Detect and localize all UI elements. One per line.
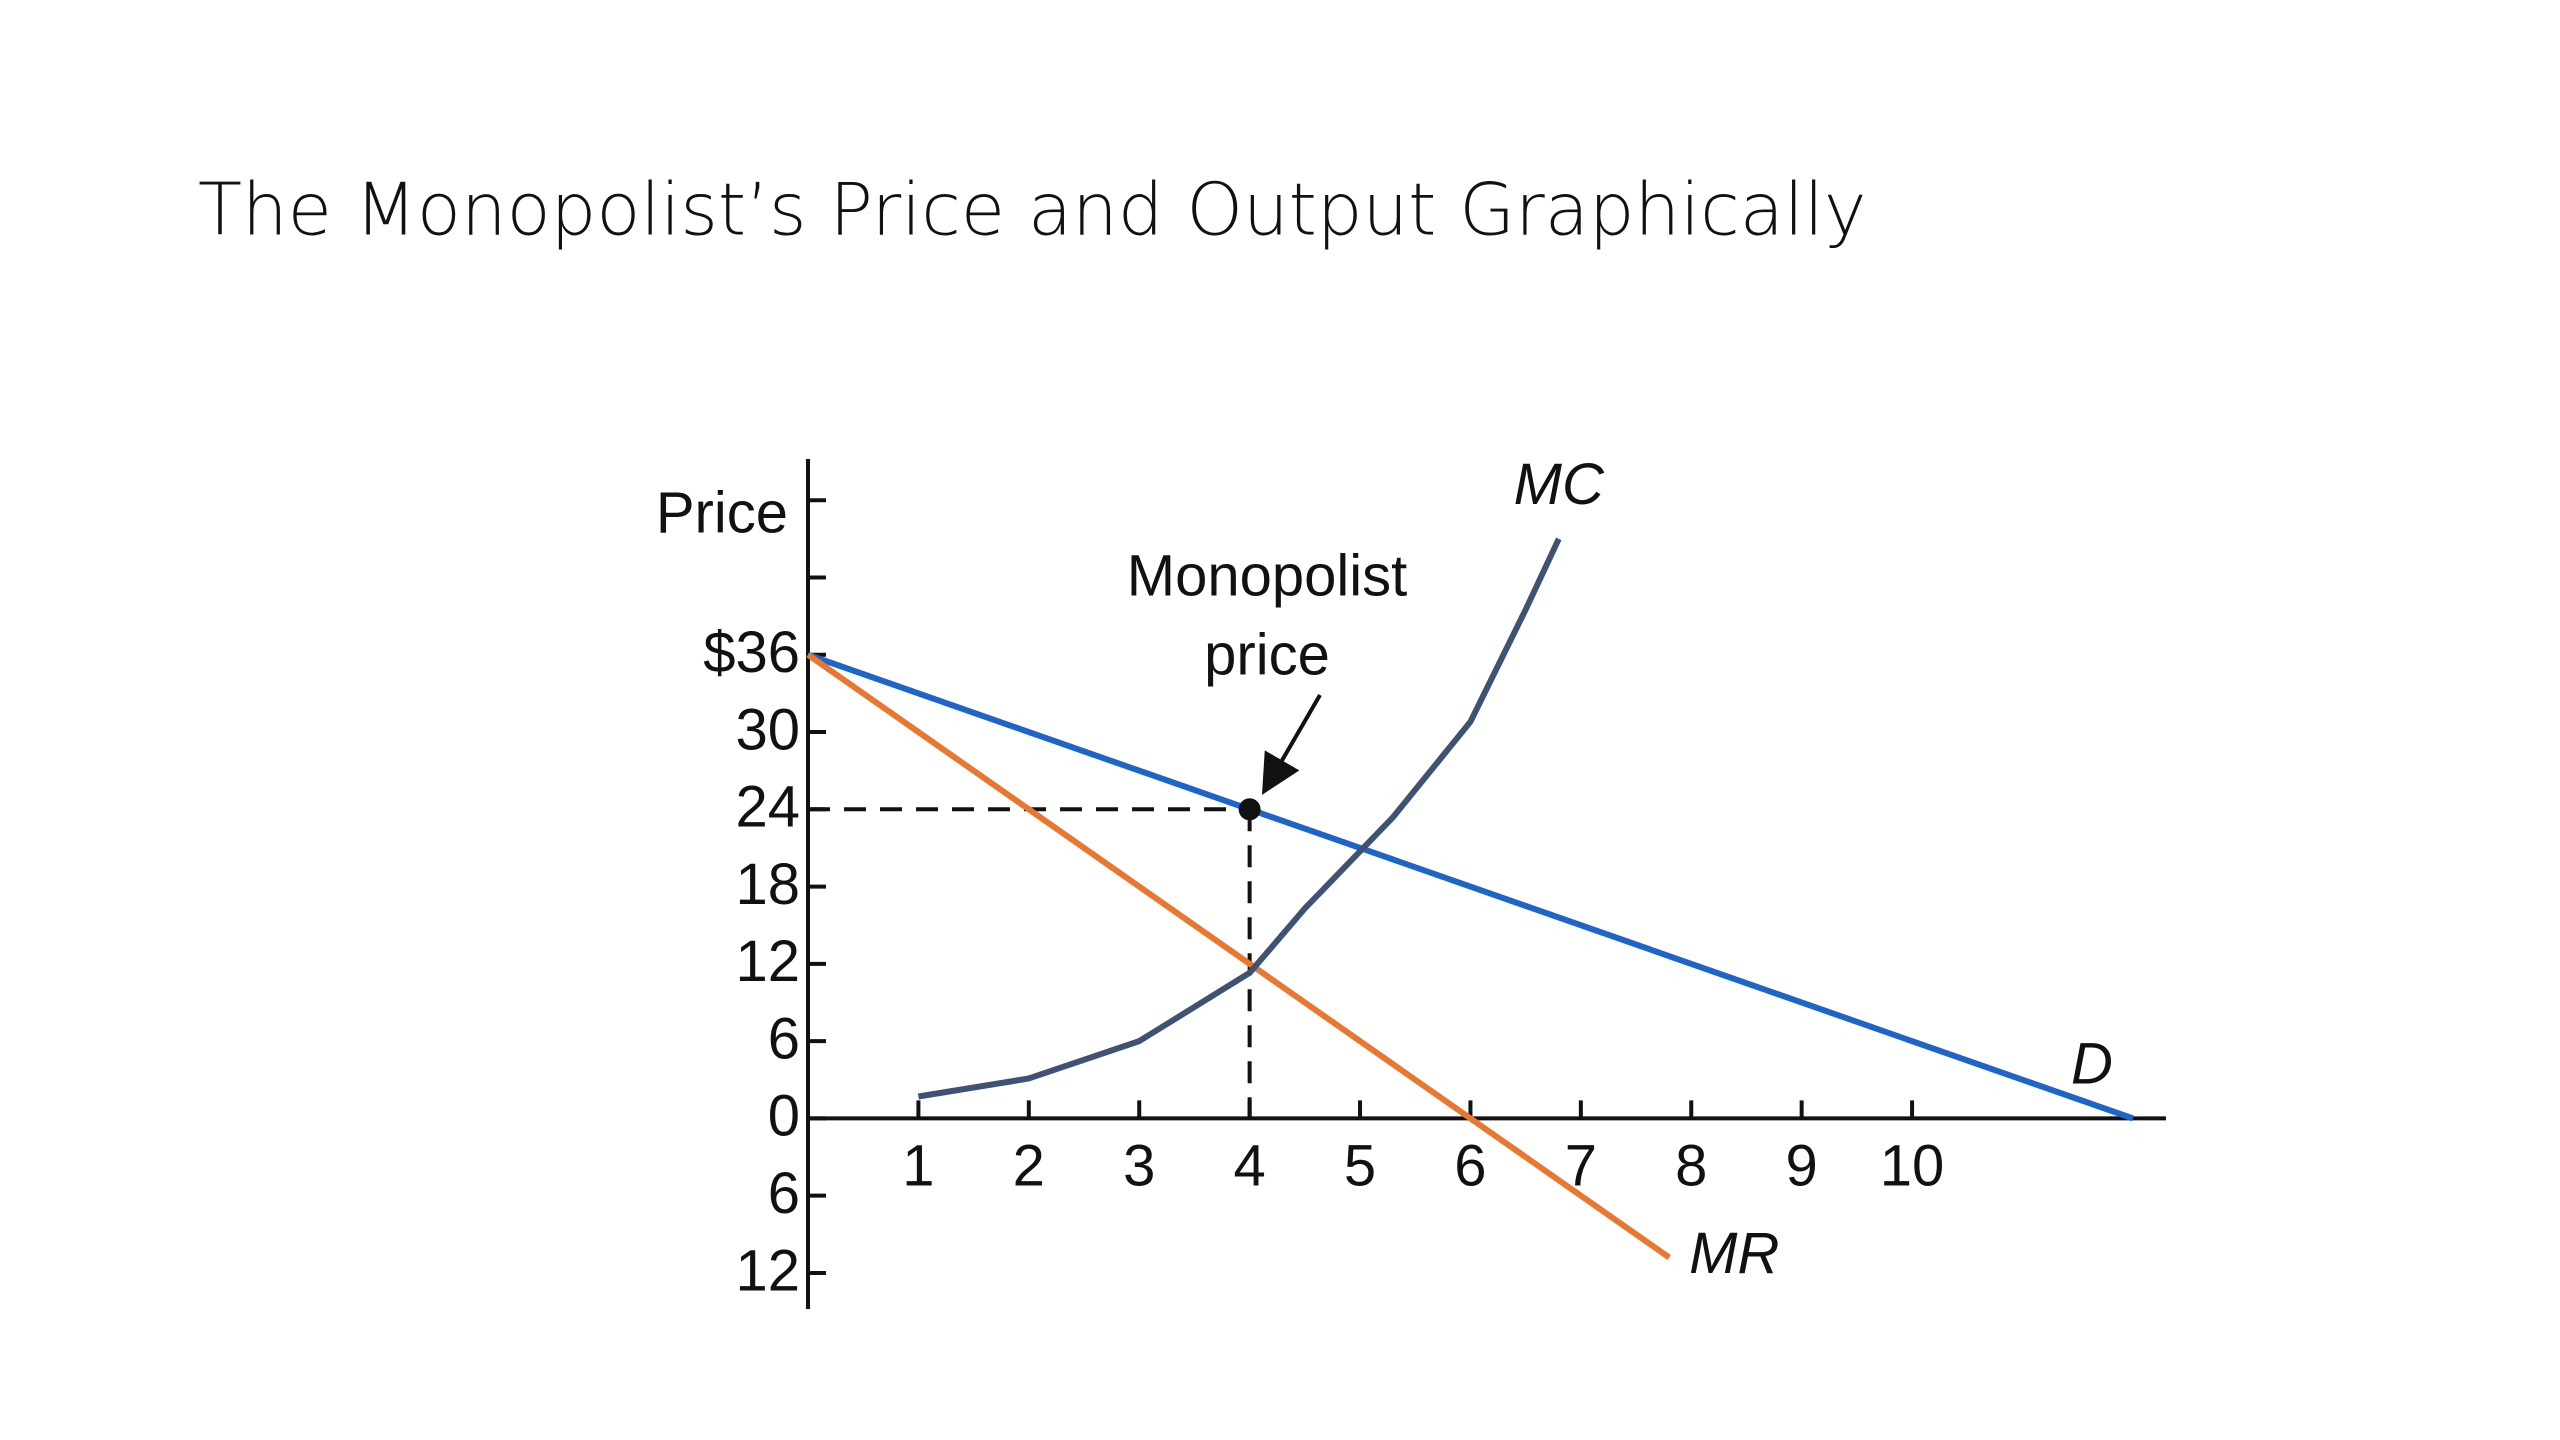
x-tick-label: 4: [1233, 1134, 1265, 1199]
series-line: [917, 537, 1562, 1100]
y-tick-label: 0: [768, 1084, 800, 1149]
x-tick-label: 5: [1344, 1134, 1376, 1199]
y-tick-label: $36: [703, 620, 800, 685]
series-line: [807, 651, 2134, 1122]
y-tick-label: 30: [735, 697, 800, 762]
x-tick-label: 2: [1013, 1134, 1045, 1199]
slide-title: The Monopolist’s Price and Output Graphi…: [198, 168, 1866, 252]
series-label: MC: [1514, 452, 1605, 517]
y-tick-label: 12: [735, 1238, 800, 1303]
y-tick-label: 18: [735, 852, 800, 917]
x-tick-label: 8: [1675, 1134, 1707, 1199]
x-tick-label: 1: [902, 1134, 934, 1199]
series-line: [806, 652, 1671, 1260]
y-axis-label: Price: [656, 480, 788, 545]
series-label: MR: [1689, 1221, 1779, 1286]
x-tick-label: 3: [1123, 1134, 1155, 1199]
x-tick-label: 6: [1454, 1134, 1486, 1199]
highlight-point: [1238, 798, 1261, 821]
annotation-arrow: [1261, 693, 1322, 795]
annotation: price: [1204, 622, 1330, 687]
y-tick-label: 24: [735, 775, 800, 840]
y-tick-label: 6: [768, 1006, 800, 1071]
x-tick-label: 9: [1786, 1134, 1818, 1199]
y-tick-label: 12: [735, 929, 800, 994]
series-label: D: [2071, 1032, 2113, 1097]
x-tick-label: 10: [1880, 1134, 1945, 1199]
y-tick-label: 6: [768, 1161, 800, 1226]
annotation: Monopolist: [1127, 543, 1407, 608]
